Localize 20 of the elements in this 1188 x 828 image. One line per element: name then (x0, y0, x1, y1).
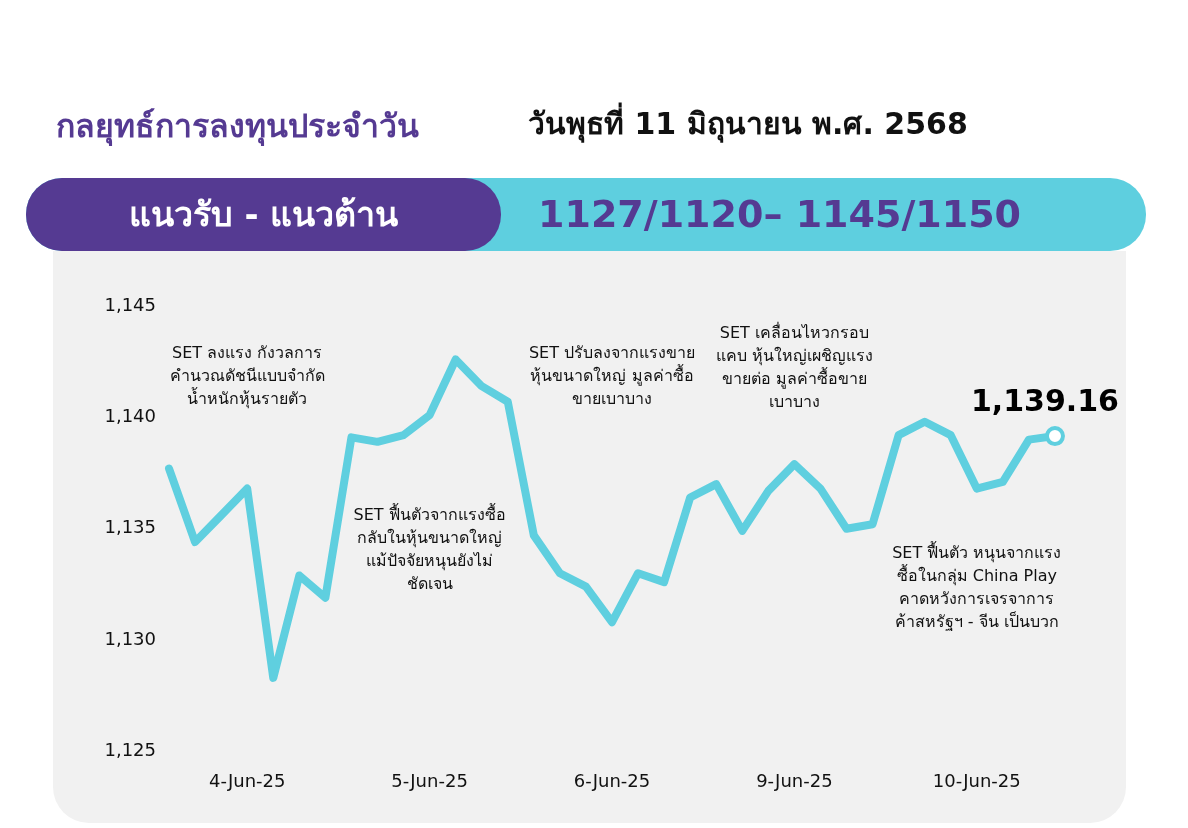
text: 1127/1120– 1145/1150 (538, 191, 1022, 238)
x-tick-label: 6-Jun-25 (573, 769, 651, 791)
x-tick-label: 10-Jun-25 (932, 769, 1021, 791)
chart-subtitle: วันพุธที่ 11 มิถุนายน พ.ศ. 2568 (528, 101, 968, 145)
data-label: 1,139.16 (970, 383, 1119, 419)
annotation: SET ฟื้นตัว หนุนจากแรงซื้อในกลุ่ม China Play คาดหวังการเจรจาการค้าสหรัฐฯ - จีน เป็นบวก (891, 541, 1062, 633)
text: แนวรับ - แนวต้าน (26, 178, 501, 251)
chart-title: กลยุทธ์การลงทุนประจำวัน (56, 106, 419, 148)
annotation: SET ปรับลงจากแรงขายหุ้นขนาดใหญ่ มูลค่าซื้อขายเบาบาง (527, 342, 697, 410)
x-tick-label: 4-Jun-25 (208, 769, 286, 791)
y-tick-label: 1,140 (104, 405, 156, 427)
y-tick-label: 1,125 (104, 739, 156, 761)
y-tick-label: 1,135 (104, 516, 156, 538)
annotation: SET เคลื่อนไหวกรอบแคบ หุ้นใหญ่เผชิญแรงขายต่อ มูลค่าซื้อขายเบาบาง (714, 321, 874, 413)
annotation: SET ฟื้นตัวจากแรงซื้อกลับในหุ้นขนาดใหญ่ แม้ปัจจัยหนุนยังไม่ชัดเจน (352, 503, 507, 595)
y-tick-label: 1,130 (104, 627, 156, 649)
x-tick-label: 5-Jun-25 (391, 769, 468, 791)
y-tick-label: 1,145 (104, 293, 156, 315)
annotation: SET ลงแรง กังวลการคำนวณดัชนีแบบจำกัดน้ำหนักหุ้นรายตัว (168, 342, 326, 410)
x-tick-label: 9-Jun-25 (756, 769, 833, 791)
